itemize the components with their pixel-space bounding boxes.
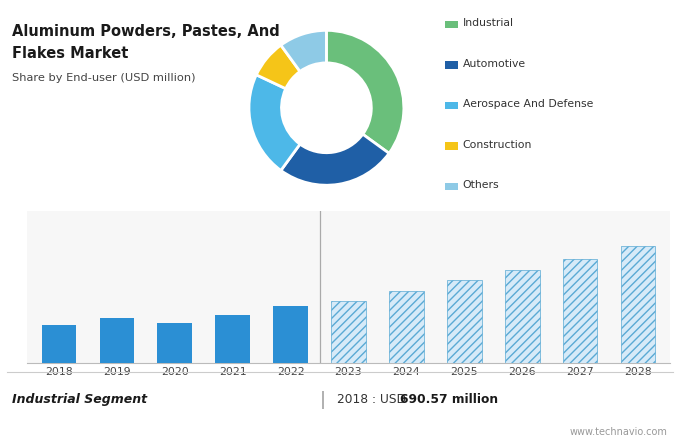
Text: www.technavio.com: www.technavio.com <box>570 427 668 437</box>
Wedge shape <box>281 30 326 71</box>
Bar <box>41 325 76 440</box>
Text: Aerospace And Defense: Aerospace And Defense <box>462 99 593 109</box>
Text: Others: Others <box>462 180 499 190</box>
Bar <box>389 290 424 440</box>
Text: |: | <box>320 391 326 409</box>
Bar <box>621 246 656 440</box>
Bar <box>505 270 539 440</box>
Text: Construction: Construction <box>462 140 532 150</box>
Bar <box>273 306 308 440</box>
Bar <box>216 315 250 440</box>
Text: 690.57 million: 690.57 million <box>400 393 498 407</box>
Text: Aluminum Powders, Pastes, And: Aluminum Powders, Pastes, And <box>12 24 280 39</box>
Text: Automotive: Automotive <box>462 59 526 69</box>
Wedge shape <box>281 134 389 185</box>
Text: 2018 : USD: 2018 : USD <box>337 393 409 407</box>
Text: Flakes Market: Flakes Market <box>12 46 129 61</box>
Text: Share by End-user (USD million): Share by End-user (USD million) <box>12 73 196 83</box>
Text: Industrial Segment: Industrial Segment <box>12 393 148 407</box>
Wedge shape <box>249 75 300 170</box>
Text: Industrial: Industrial <box>462 18 513 28</box>
Wedge shape <box>256 45 300 89</box>
Bar <box>562 260 598 440</box>
Bar <box>331 301 366 440</box>
Bar <box>99 318 134 440</box>
Bar <box>158 323 192 440</box>
Wedge shape <box>326 30 404 153</box>
Bar <box>447 280 481 440</box>
